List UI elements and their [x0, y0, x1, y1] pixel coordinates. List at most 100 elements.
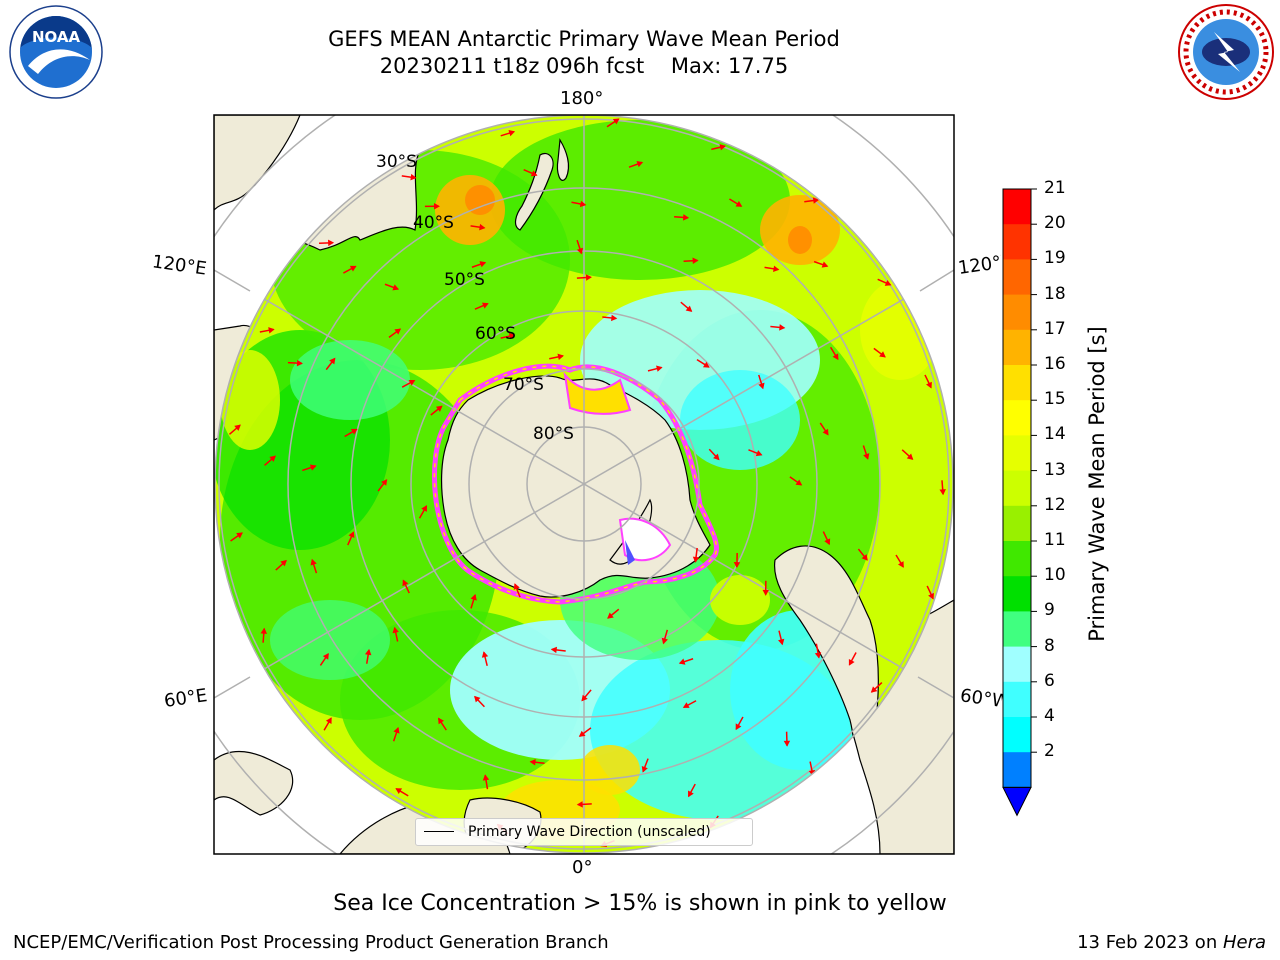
wave-arrow-head — [607, 612, 614, 619]
wave-arrow-head — [408, 379, 416, 386]
lat-label-60s: 60°S — [475, 324, 516, 344]
colorbar-segment — [1003, 224, 1031, 260]
colorbar-segment — [1003, 576, 1031, 612]
wave-arrow-head — [822, 428, 829, 436]
wave-arrow-head — [735, 723, 742, 731]
wave-arrow-head — [349, 265, 357, 272]
colorbar-label: Primary Wave Mean Period [s] — [1085, 326, 1109, 642]
colorbar-tick-label: 12 — [1044, 494, 1066, 515]
footer-date-text: 13 Feb 2023 on — [1077, 932, 1223, 953]
wave-arrow-head — [479, 261, 487, 268]
wave-arrow-head — [778, 638, 785, 646]
wave-arrow-head — [508, 332, 516, 340]
wave-arrow-head — [939, 489, 946, 496]
lat-label-50s: 50°S — [444, 270, 485, 290]
wave-arrow-head — [260, 627, 268, 634]
wave-arrow-head — [612, 118, 620, 125]
colorbar-segment — [1003, 505, 1031, 542]
lat-label-40s: 40°S — [413, 213, 454, 233]
wave-arrow-head — [795, 479, 803, 486]
colorbar-extend-arrow — [1002, 786, 1032, 817]
lon-label-180: 180° — [560, 88, 604, 109]
wave-arrow-head — [296, 359, 303, 367]
sea-ice-caption: Sea Ice Concentration > 15% is shown in … — [333, 891, 947, 916]
colorbar-segment — [1003, 259, 1031, 296]
colorbar-segment — [1003, 365, 1031, 401]
outer-graticule — [214, 115, 954, 854]
wave-arrow-head — [641, 765, 648, 773]
wave-arrow-head — [364, 648, 372, 656]
wave-arrow-head — [325, 717, 332, 724]
colorbar-segment — [1003, 681, 1031, 718]
wave-arrow-head — [656, 365, 663, 372]
colorbar-tick-label: 21 — [1044, 178, 1066, 198]
colorbar-border — [1002, 188, 1032, 788]
map-frame — [213, 114, 955, 855]
legend-label: Primary Wave Direction (unscaled) — [468, 824, 711, 840]
wave-arrow-head — [350, 428, 358, 435]
wave-arrow-head — [578, 730, 586, 737]
wave-arrow-head — [550, 646, 558, 654]
colorbar-tick-label: 4 — [1044, 706, 1055, 726]
wave-arrow-head — [824, 538, 831, 546]
wave-arrow-head — [863, 453, 870, 460]
wave-arrow-head — [685, 305, 693, 312]
colorbar-tick-label: 11 — [1044, 530, 1066, 550]
colorbar-tick-label: 6 — [1044, 670, 1055, 691]
colorbar-segment — [1003, 646, 1031, 683]
footer-machine: Hera — [1222, 932, 1266, 953]
wave-arrow-head — [513, 583, 520, 590]
wave-arrow-head — [481, 302, 489, 309]
colorbar-tick-label: 20 — [1044, 213, 1066, 234]
colorbar-tick-label: 9 — [1044, 600, 1055, 621]
wave-arrow-head — [309, 464, 317, 471]
colorbar-segment — [1003, 541, 1031, 577]
wave-arrow-head — [435, 405, 443, 412]
wave-arrow-head — [702, 361, 710, 368]
colorbar-segment — [1003, 189, 1031, 225]
wave-arrow-head — [348, 531, 355, 539]
wave-arrow-head — [474, 695, 481, 703]
noaa-logo: NOAA — [8, 4, 104, 100]
wave-arrow-head — [234, 424, 241, 431]
wave-arrow-head — [481, 651, 489, 658]
wave-arrow-head — [906, 453, 914, 460]
wave-arrow-head — [438, 717, 445, 725]
lat-label-80s: 80°S — [533, 424, 574, 444]
colorbar-segment — [1003, 329, 1031, 366]
wave-arrow-head — [381, 479, 388, 486]
wave-arrow-head — [928, 592, 934, 600]
chart-subtitle: 20230211 t18z 096h fcst Max: 17.75 — [379, 54, 789, 78]
wave-arrow-head — [410, 173, 417, 181]
wave-arrow-head — [392, 626, 399, 634]
wave-arrow-head — [861, 554, 868, 561]
wave-arrow-head — [392, 284, 400, 291]
wave-arrow-head — [884, 279, 892, 286]
lat-label-30s: 30°S — [376, 152, 417, 172]
wave-arrow-head — [402, 579, 409, 587]
wave-arrow-head — [692, 556, 700, 563]
wave-arrow-head — [529, 759, 536, 766]
wave-arrow-head — [821, 261, 829, 268]
colorbar-tick-label: 2 — [1044, 741, 1055, 762]
colorbar-tick-label: 8 — [1044, 635, 1055, 656]
wave-arrow-head — [713, 453, 720, 461]
wave-arrow-head — [328, 239, 335, 247]
colorbar-tick-label: 10 — [1044, 565, 1066, 586]
wave-arrow-head — [870, 686, 878, 693]
footer-date: 13 Feb 2023 on Hera — [1077, 932, 1266, 953]
colorbar-tick-label: 17 — [1044, 318, 1066, 339]
wave-arrow-head — [636, 161, 644, 168]
wave-arrow-head — [678, 658, 686, 665]
wave-arrow-head — [692, 257, 699, 264]
wave-arrow-head — [611, 314, 618, 322]
wave-arrow-head — [576, 801, 583, 808]
wave-arrow-head — [783, 740, 791, 747]
chart-title: GEFS MEAN Antarctic Primary Wave Mean Pe… — [328, 27, 840, 51]
wave-arrow-head — [812, 197, 820, 204]
wave-arrow-head — [421, 505, 427, 512]
wave-arrow-head — [557, 353, 564, 361]
wave-arrow-head — [762, 589, 769, 596]
wave-arrow-head — [926, 381, 932, 389]
